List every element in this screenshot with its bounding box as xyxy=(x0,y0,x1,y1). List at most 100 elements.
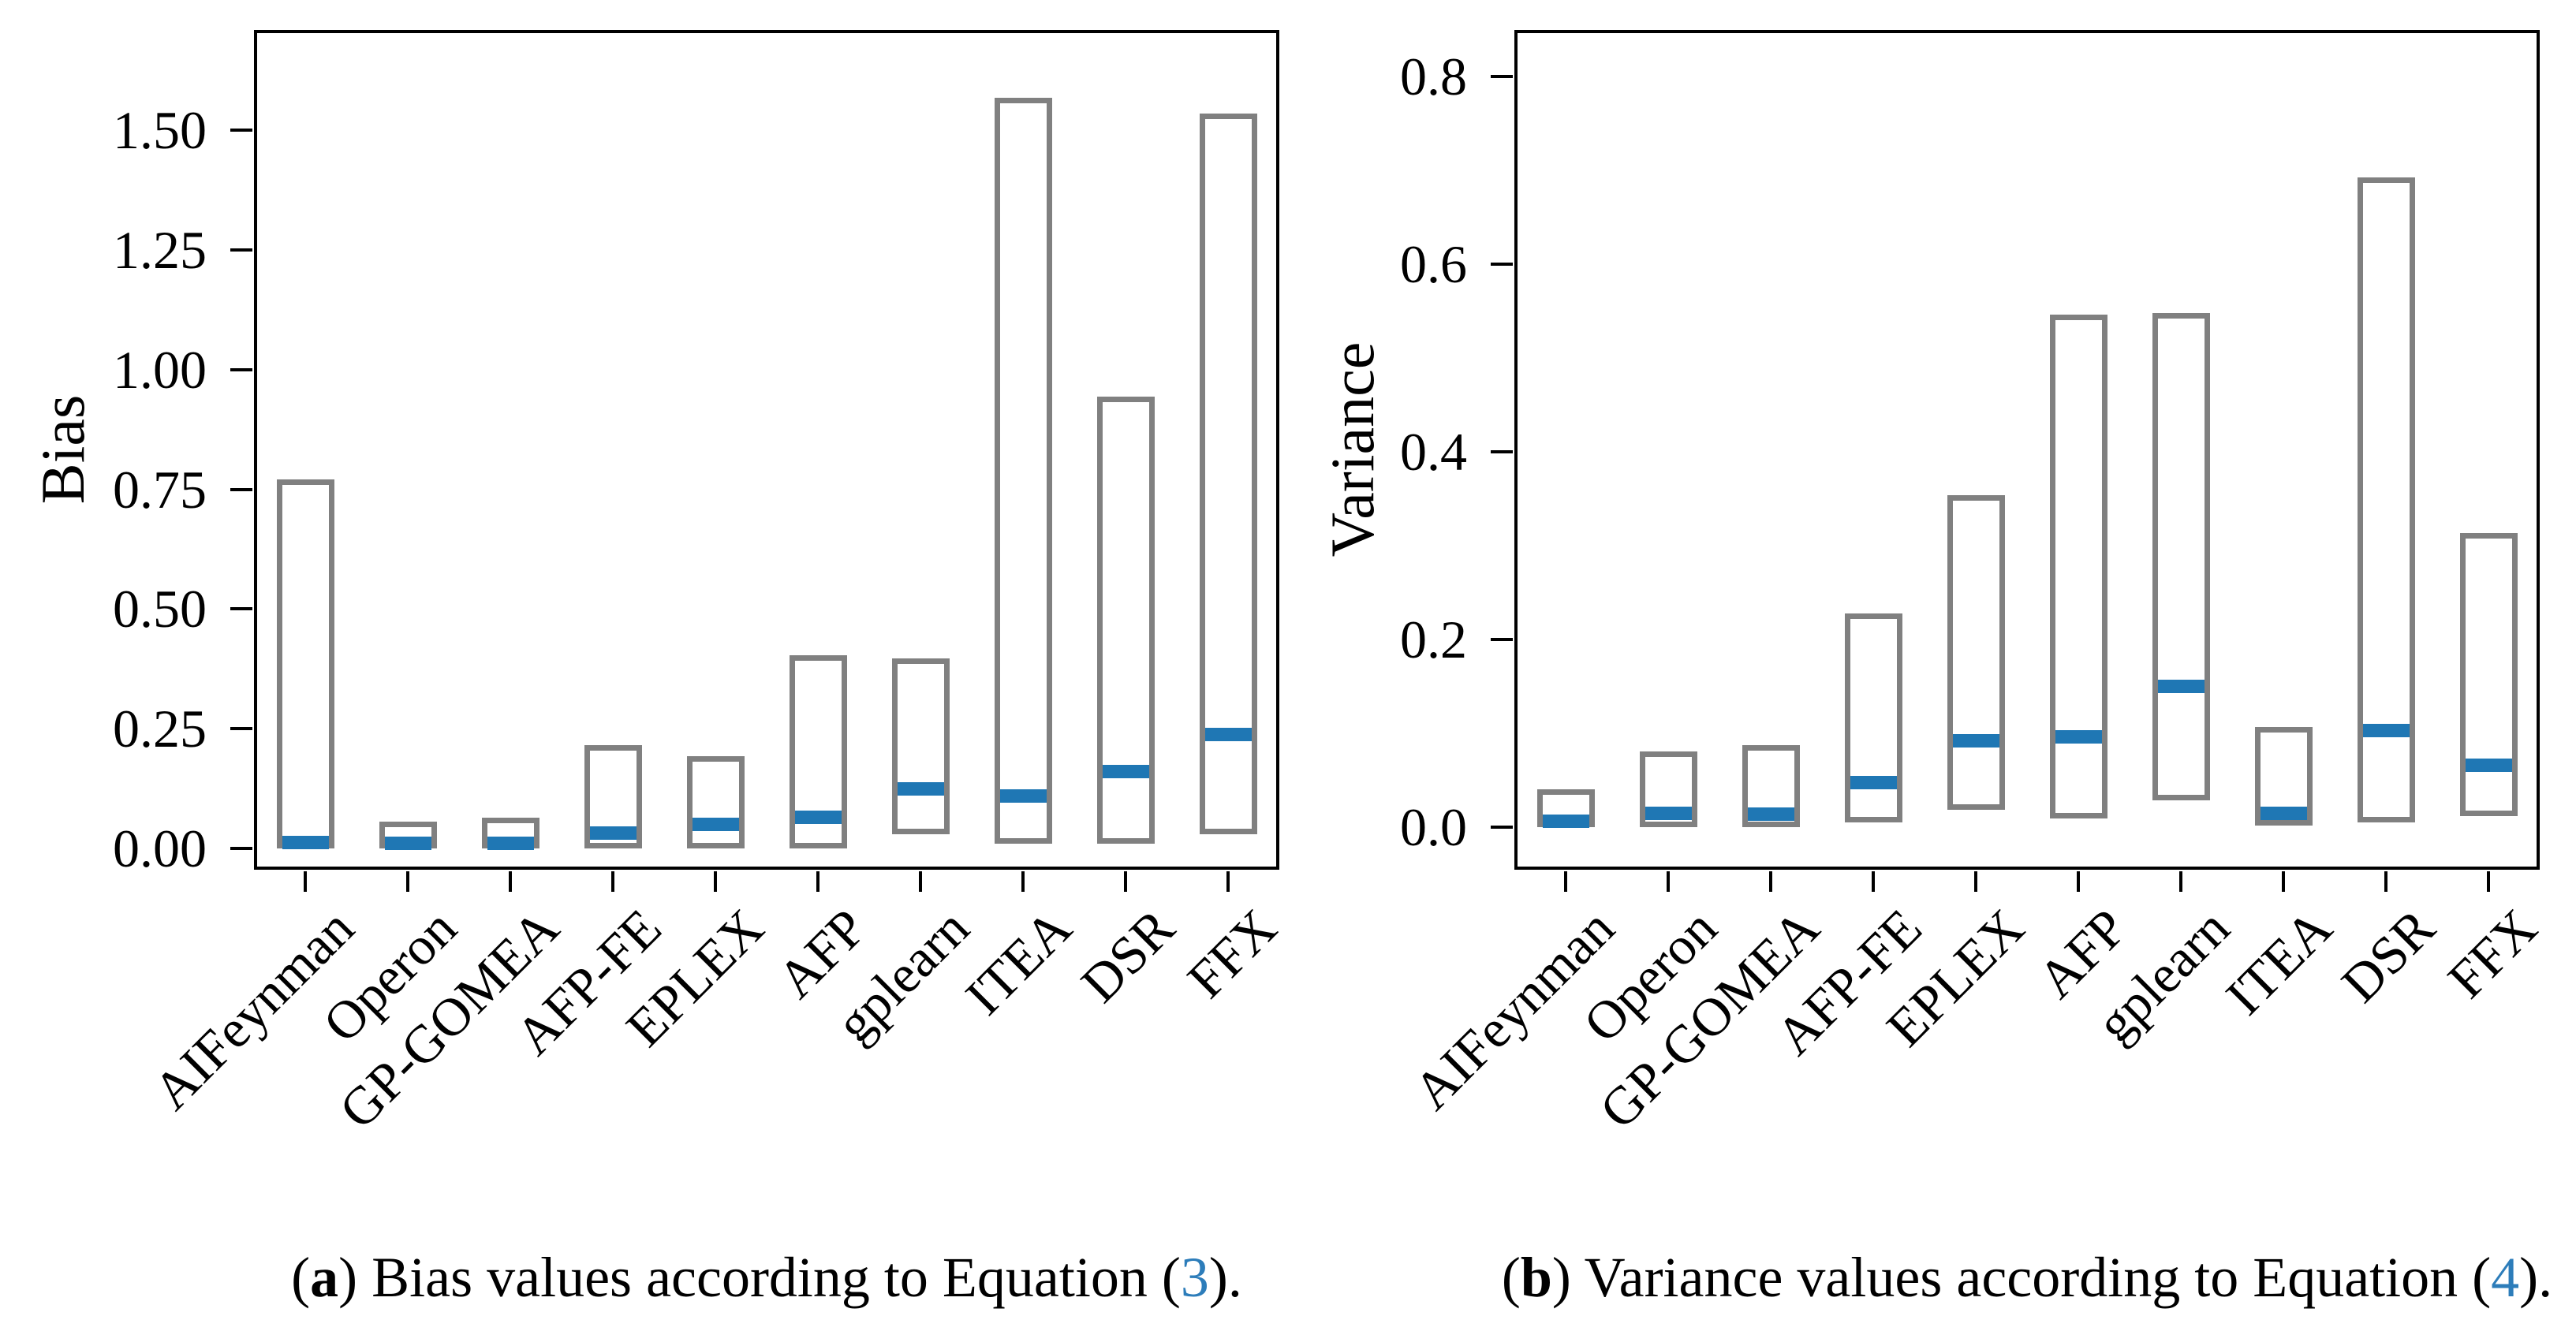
y-tick-label: 0.4 xyxy=(1400,422,1467,483)
y-tick xyxy=(1491,826,1513,830)
range-box-ITEA xyxy=(994,97,1052,844)
median-line-gplearn xyxy=(2157,680,2205,694)
range-box-DSR xyxy=(1096,397,1155,844)
caption-b-open: ( xyxy=(1501,1246,1521,1309)
range-box-ITEA xyxy=(2254,727,2313,826)
y-tick xyxy=(1491,75,1513,79)
x-tick xyxy=(611,871,614,892)
y-tick xyxy=(1491,450,1513,454)
x-tick xyxy=(1226,871,1230,892)
x-tick xyxy=(714,871,717,892)
x-tick xyxy=(919,871,922,892)
range-box-EPLEX xyxy=(686,755,745,848)
range-box-AIFeynman xyxy=(276,479,334,848)
median-line-Operon xyxy=(1645,807,1692,821)
caption-b-end: ). xyxy=(2519,1246,2553,1309)
median-line-FFX xyxy=(1204,727,1252,741)
y-tick-label: 0.00 xyxy=(113,818,207,878)
caption-panel-b: (b) Variance values according to Equatio… xyxy=(1502,1246,2552,1309)
caption-a-close: ) xyxy=(338,1246,372,1309)
y-tick xyxy=(230,726,252,730)
median-line-AFP-FE xyxy=(589,826,637,841)
bias-plot-area xyxy=(254,30,1279,870)
y-tick-label: 0.25 xyxy=(113,698,207,759)
median-line-AIFeynman xyxy=(1542,814,1589,828)
caption-a-text: Bias values according to Equation ( xyxy=(371,1246,1181,1309)
x-tick xyxy=(1564,871,1567,892)
y-tick xyxy=(1491,263,1513,267)
median-line-DSR xyxy=(1102,765,1149,779)
x-label-FFX: FFX xyxy=(1175,897,1288,1010)
equation-3-link[interactable]: 3 xyxy=(1180,1246,1209,1309)
caption-panel-a: (a) Bias values according to Equation (3… xyxy=(291,1246,1242,1309)
range-box-Operon xyxy=(1639,751,1697,828)
y-tick xyxy=(230,129,252,132)
x-tick xyxy=(2282,871,2285,892)
range-box-AFP xyxy=(789,654,847,848)
range-box-EPLEX xyxy=(1947,495,2005,810)
median-line-AIFeynman xyxy=(282,835,329,849)
y-tick xyxy=(230,846,252,850)
y-tick-label: 0.2 xyxy=(1400,610,1467,670)
y-tick-label: 0.75 xyxy=(113,459,207,520)
x-label-DSR: DSR xyxy=(1069,897,1185,1014)
equation-4-link[interactable]: 4 xyxy=(2491,1246,2520,1309)
median-line-FFX xyxy=(2465,759,2512,773)
y-tick-label: 1.00 xyxy=(113,339,207,400)
x-tick xyxy=(1667,871,1670,892)
x-tick xyxy=(2487,871,2490,892)
median-line-DSR xyxy=(2362,724,2410,738)
median-line-ITEA xyxy=(2260,807,2307,821)
x-tick xyxy=(1124,871,1127,892)
x-tick xyxy=(1021,871,1025,892)
x-tick xyxy=(816,871,819,892)
median-line-gplearn xyxy=(897,781,944,796)
y-tick xyxy=(1491,638,1513,642)
x-label-FFX: FFX xyxy=(2436,897,2548,1010)
bias-chart-panel: Bias (a) Bias values according to Equati… xyxy=(28,30,1288,1309)
range-box-AFP-FE xyxy=(1844,613,1902,823)
x-tick xyxy=(1872,871,1875,892)
y-tick xyxy=(230,487,252,491)
range-box-AFP xyxy=(2049,314,2107,818)
median-line-AFP xyxy=(794,811,842,825)
x-tick xyxy=(2179,871,2182,892)
y-tick-label: 0.0 xyxy=(1400,797,1467,858)
caption-b-close: ) xyxy=(1551,1246,1585,1309)
x-tick xyxy=(304,871,307,892)
caption-a-index: a xyxy=(310,1246,339,1309)
range-box-FFX xyxy=(2459,532,2518,817)
caption-b-text: Variance values according to Equation ( xyxy=(1584,1246,2492,1309)
caption-a-open: ( xyxy=(291,1246,311,1309)
y-tick xyxy=(230,367,252,371)
range-box-gplearn xyxy=(891,658,950,835)
y-tick xyxy=(230,607,252,611)
median-line-AFP xyxy=(2055,729,2102,744)
variance-chart-panel: Variance (b) Variance values according t… xyxy=(1318,30,2552,1309)
caption-b-index: b xyxy=(1520,1246,1552,1309)
x-label-ITEA: ITEA xyxy=(2214,897,2343,1027)
median-line-EPLEX xyxy=(692,817,739,831)
caption-a-end: ). xyxy=(1208,1246,1242,1309)
x-label-DSR: DSR xyxy=(2329,897,2446,1014)
range-box-AFP-FE xyxy=(584,745,642,848)
median-line-GP-GOMEA xyxy=(487,837,534,851)
x-tick xyxy=(2077,871,2080,892)
median-line-AFP-FE xyxy=(1850,775,1897,789)
x-tick xyxy=(2384,871,2387,892)
range-box-DSR xyxy=(2357,177,2415,823)
median-line-GP-GOMEA xyxy=(1747,807,1794,822)
x-tick xyxy=(1769,871,1772,892)
y-tick-label: 0.8 xyxy=(1400,47,1467,107)
x-label-ITEA: ITEA xyxy=(954,897,1083,1027)
median-line-ITEA xyxy=(999,789,1047,803)
median-line-EPLEX xyxy=(1952,734,1999,748)
x-tick xyxy=(509,871,512,892)
range-box-GP-GOMEA xyxy=(1742,744,1800,828)
y-tick xyxy=(230,248,252,252)
median-line-Operon xyxy=(384,837,431,851)
x-tick xyxy=(1974,871,1977,892)
range-box-FFX xyxy=(1199,113,1257,835)
x-tick xyxy=(406,871,409,892)
